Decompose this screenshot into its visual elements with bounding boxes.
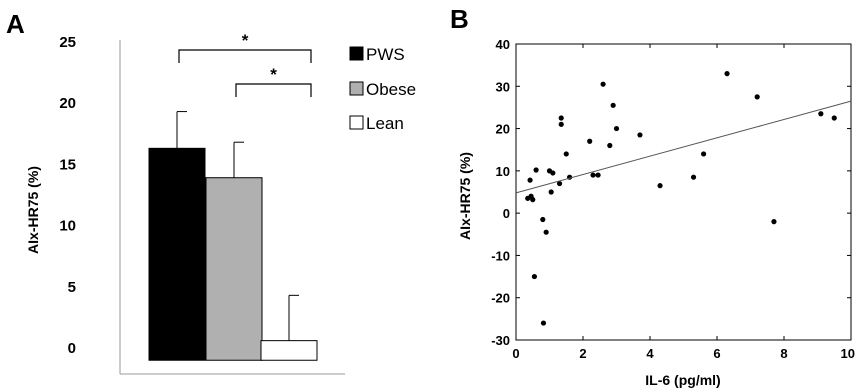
panel-a-y-tick-label: 5 xyxy=(68,279,76,296)
scatter-point xyxy=(556,180,563,187)
panel-b-y-tick-label: 40 xyxy=(496,37,510,52)
panel-b-x-tick-label: 6 xyxy=(713,346,720,361)
panel-b-regression xyxy=(515,100,852,194)
legend-swatch-obese xyxy=(349,81,364,96)
bar-pws xyxy=(148,147,206,361)
scatter-point xyxy=(550,170,556,176)
panel-b: B AIx-HR75 (%) IL-6 (pg/ml) 40 30 20 10 … xyxy=(450,4,855,388)
scatter-point xyxy=(558,121,564,127)
scatter-point xyxy=(587,138,593,144)
panel-b-y-tick-label: 20 xyxy=(496,122,510,137)
legend-swatch-lean xyxy=(349,115,364,130)
panel-b-y-axis-title: AIx-HR75 (%) xyxy=(457,152,473,240)
scatter-point xyxy=(527,177,533,183)
scatter-point xyxy=(613,125,620,132)
panel-b-x-tick-label: 10 xyxy=(841,346,855,361)
panel-a-y-tick-label: 25 xyxy=(59,34,76,51)
scatter-point xyxy=(724,71,730,77)
panel-a-y-tick-label: 20 xyxy=(59,95,76,112)
legend-label-obese: Obese xyxy=(366,80,416,99)
panel-a-y-tick-label: 15 xyxy=(59,156,76,173)
panel-a-y-tick-label: 10 xyxy=(59,218,76,235)
regression-line xyxy=(515,100,852,194)
scatter-point xyxy=(657,183,663,189)
scatter-point xyxy=(548,189,554,195)
legend-swatch-pws xyxy=(349,46,364,61)
panel-a-y-ticks: 25 20 15 10 5 0 xyxy=(59,34,76,357)
panel-b-plot-frame xyxy=(515,43,852,341)
scatter-point xyxy=(754,94,760,100)
scatter-point xyxy=(530,197,536,203)
panel-b-x-tick-label: 8 xyxy=(780,346,787,361)
bar-obese xyxy=(205,177,263,361)
significance-star: * xyxy=(270,65,277,84)
scatter-point xyxy=(543,229,549,235)
panel-a-bars xyxy=(148,111,318,361)
panel-a-y-axis-title: AIx-HR75 (%) xyxy=(25,166,41,254)
significance-star: * xyxy=(242,31,249,50)
scatter-point xyxy=(531,273,538,280)
scatter-point xyxy=(540,320,547,326)
panel-a-legend: PWS Obese Lean xyxy=(349,45,416,133)
panel-b-x-ticks: 0 2 4 6 8 10 xyxy=(512,346,855,361)
scatter-point xyxy=(818,111,824,117)
legend-label-pws: PWS xyxy=(366,45,405,64)
scatter-point xyxy=(690,174,697,180)
scatter-point xyxy=(563,151,569,157)
panel-b-x-tick-label: 2 xyxy=(579,346,586,361)
panel-a: A AIx-HR75 (%) 25 20 15 10 5 0 * * PWS O… xyxy=(6,9,416,375)
scatter-point xyxy=(610,102,616,108)
scatter-point xyxy=(701,151,707,157)
scatter-point xyxy=(607,142,613,149)
legend-label-lean: Lean xyxy=(366,114,404,133)
bar-lean xyxy=(260,340,318,361)
panel-b-y-tick-label: 30 xyxy=(496,79,510,94)
panel-b-y-ticks: 40 30 20 10 0 -10 -20 -30 xyxy=(491,37,510,348)
panel-b-x-tick-label: 0 xyxy=(512,346,519,361)
panel-b-y-tick-label: 10 xyxy=(496,164,510,179)
significance-bracket xyxy=(178,49,312,63)
scatter-point xyxy=(831,115,837,121)
significance-bracket xyxy=(235,83,312,97)
scatter-point xyxy=(771,219,777,225)
panel-b-y-tick-label: -20 xyxy=(491,291,510,306)
panel-b-y-tick-label: -10 xyxy=(491,248,510,263)
panel-b-x-tick-label: 4 xyxy=(646,346,654,361)
panel-a-label: A xyxy=(6,9,25,39)
panel-b-label: B xyxy=(450,4,469,34)
panel-a-y-tick-label: 0 xyxy=(68,340,76,357)
scatter-point xyxy=(595,172,601,178)
scatter-point xyxy=(600,81,606,87)
scatter-point xyxy=(540,216,546,223)
panel-b-y-tick-label: 0 xyxy=(503,206,510,221)
panel-a-significance: * * xyxy=(178,31,312,97)
scatter-point xyxy=(637,132,643,138)
panel-b-tick-marks xyxy=(515,43,852,341)
panel-b-points xyxy=(525,71,837,326)
scatter-point xyxy=(590,172,596,178)
scatter-point xyxy=(558,115,564,121)
panel-b-y-tick-label: -30 xyxy=(491,333,510,348)
scatter-point xyxy=(533,167,539,173)
panel-b-x-axis-title: IL-6 (pg/ml) xyxy=(645,372,720,388)
